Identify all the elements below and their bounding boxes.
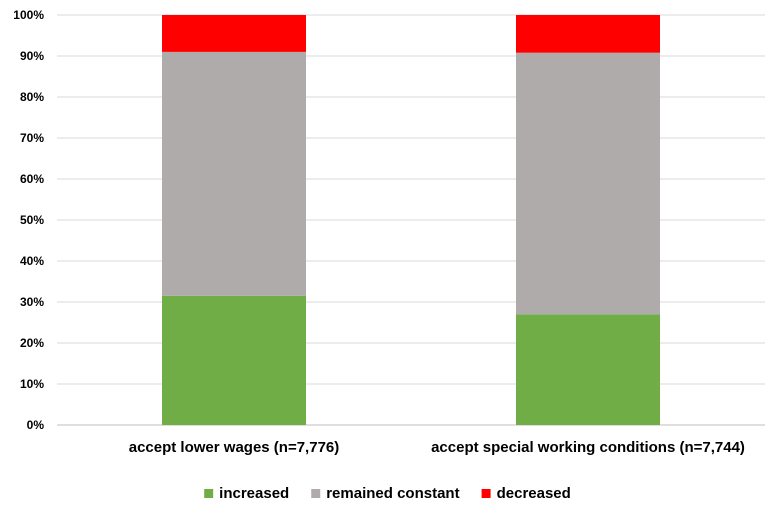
- y-tick-label: 70%: [20, 131, 44, 145]
- legend-label: increased: [219, 485, 289, 502]
- bar-segment-decreased: [162, 15, 306, 52]
- bar-segment-increased: [516, 314, 660, 425]
- legend-item: decreased: [481, 485, 571, 502]
- legend-swatch: [204, 489, 214, 498]
- legend-swatch: [481, 489, 491, 498]
- y-tick-label: 50%: [20, 213, 44, 227]
- legend-label: remained constant: [326, 485, 459, 502]
- legend-item: increased: [204, 485, 289, 502]
- y-tick-label: 90%: [20, 49, 44, 63]
- legend-label: decreased: [497, 485, 571, 502]
- bars: [162, 15, 660, 425]
- bar-segment-decreased: [516, 15, 660, 53]
- y-tick-label: 0%: [27, 418, 45, 432]
- x-category-label: accept special working conditions (n=7,7…: [431, 439, 745, 456]
- y-tick-label: 20%: [20, 336, 44, 350]
- y-tick-label: 10%: [20, 377, 44, 391]
- y-axis: 0% 10% 20% 30% 40% 50% 60% 70% 80% 90% 100%: [13, 8, 44, 432]
- y-tick-label: 80%: [20, 90, 44, 104]
- x-axis: accept lower wages (n=7,776) accept speci…: [129, 439, 745, 456]
- legend-swatch: [311, 489, 321, 498]
- y-tick-label: 60%: [20, 172, 44, 186]
- legend-item: remained constant: [311, 485, 460, 502]
- legend: increased remained constant decreased: [204, 485, 571, 502]
- y-tick-label: 100%: [13, 8, 44, 22]
- bar-segment-increased: [162, 295, 306, 425]
- y-tick-label: 30%: [20, 295, 44, 309]
- bar-segment-remained-constant: [162, 51, 306, 296]
- x-category-label: accept lower wages (n=7,776): [129, 439, 340, 456]
- bar-segment-remained-constant: [516, 52, 660, 315]
- y-tick-label: 40%: [20, 254, 44, 268]
